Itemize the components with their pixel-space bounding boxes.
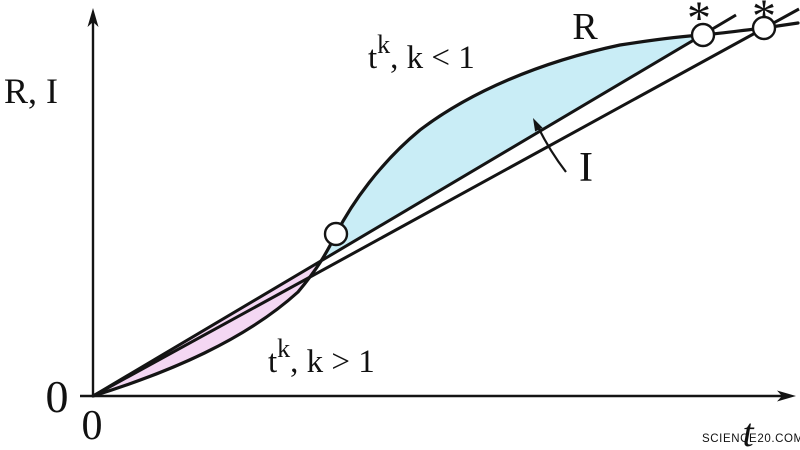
i-line-lower: [92, 7, 800, 398]
x-axis-arrow-icon: [777, 390, 796, 402]
i-pointer-arrow-icon: [535, 122, 567, 173]
curve-upper-label: tk, k < 1: [368, 30, 475, 76]
i-line-upper: [92, 13, 737, 398]
star-right: *: [752, 0, 776, 43]
i-line-label: I: [579, 145, 593, 191]
star-left: *: [687, 0, 711, 45]
origin-label-x: 0: [82, 403, 103, 449]
y-axis-label: R, I: [4, 71, 58, 111]
origin-label-y: 0: [46, 371, 69, 422]
optimal-point-circle-left-icon: [690, 22, 716, 48]
r-curve-label: R: [572, 6, 598, 48]
y-axis-arrow-icon: [87, 8, 99, 27]
optimal-point-circle-right-icon: [751, 15, 777, 41]
x-axis-label: t: [742, 410, 754, 450]
i-pointer-arrowhead-icon: [533, 118, 543, 132]
watermark: SCIENCE20.COM: [702, 433, 800, 445]
inflection-point-circle-icon: [323, 221, 349, 247]
curve-lower-label: tk, k > 1: [268, 334, 375, 380]
